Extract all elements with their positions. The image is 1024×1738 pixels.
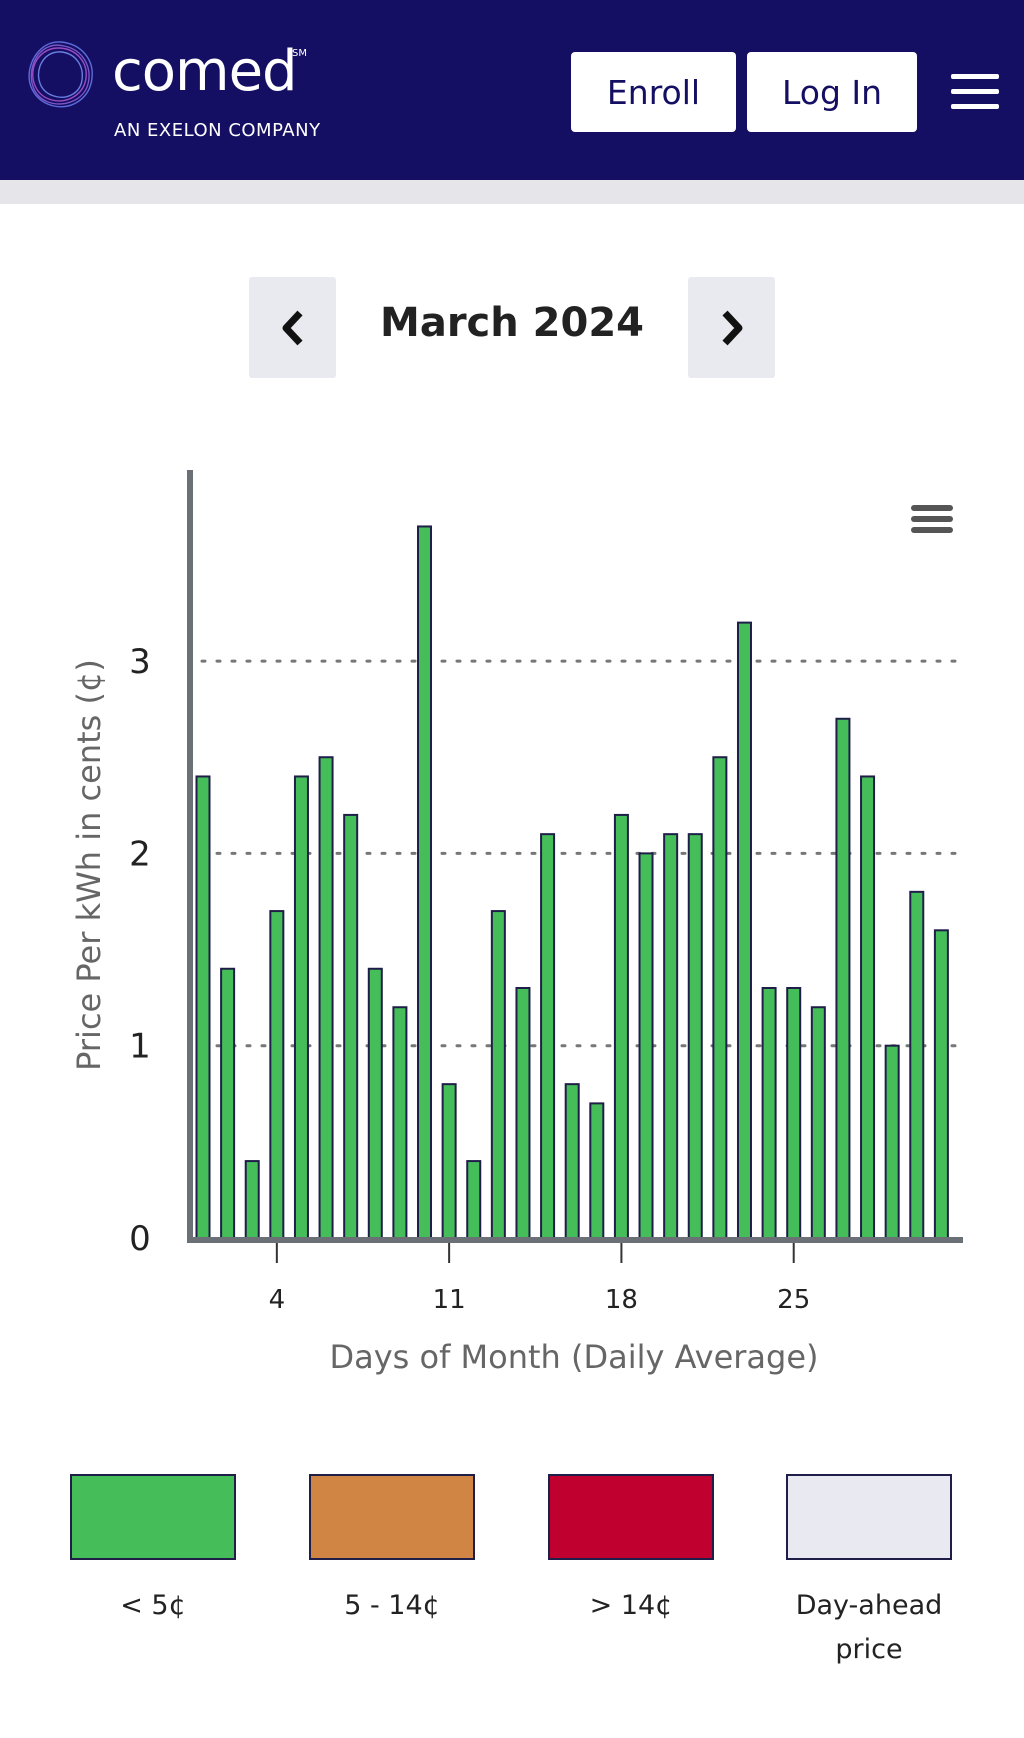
- bar-day-18: [613, 813, 629, 1239]
- y-tick-label-1: 1: [129, 1027, 151, 1067]
- hamburger-menu-icon[interactable]: [951, 74, 999, 112]
- bar-day-29: [884, 1044, 900, 1240]
- bar-day-2: [220, 967, 236, 1239]
- legend-label-low: < 5¢: [120, 1590, 186, 1621]
- axis-labels: 4 11 18 25 0 1 2 3 Days of Month (Daily Average)…: [70, 642, 819, 1376]
- bar-day-20: [663, 833, 679, 1239]
- previous-month-button[interactable]: [249, 277, 336, 378]
- y-axis-title: Price Per kWh in cents (¢): [70, 659, 108, 1071]
- bars: [195, 525, 949, 1240]
- bar-day-28: [860, 775, 876, 1239]
- bar-day-25: [786, 987, 802, 1239]
- bar-day-15: [540, 833, 556, 1239]
- legend-swatch-mid: [309, 1474, 475, 1560]
- enroll-button[interactable]: Enroll: [571, 52, 736, 132]
- bar-day-7: [343, 813, 359, 1239]
- x-tick-label-25: 25: [777, 1285, 810, 1315]
- bar-day-24: [761, 987, 777, 1239]
- login-button[interactable]: Log In: [747, 52, 917, 132]
- axes: [187, 470, 963, 1263]
- bar-day-21: [687, 833, 703, 1239]
- bar-day-10: [417, 525, 433, 1239]
- x-tick-label-11: 11: [433, 1285, 466, 1315]
- y-tick-label-3: 3: [129, 642, 151, 682]
- bar-day-9: [392, 1006, 408, 1239]
- legend-item-low: < 5¢: [70, 1474, 236, 1628]
- legend-item-day-ahead: Day-ahead price: [786, 1474, 952, 1672]
- bar-day-19: [638, 852, 654, 1239]
- logo-tagline: AN EXELON COMPANY: [114, 120, 321, 141]
- chevron-left-icon: [282, 310, 303, 345]
- chevron-right-icon: [721, 310, 742, 345]
- legend-label-mid: 5 - 14¢: [344, 1590, 440, 1621]
- bar-day-4: [269, 910, 285, 1239]
- legend-label-day-ahead: Day-ahead price: [795, 1590, 943, 1665]
- bar-day-26: [810, 1006, 826, 1239]
- y-tick-label-2: 2: [129, 834, 151, 874]
- legend-item-mid: 5 - 14¢: [309, 1474, 475, 1628]
- next-month-button[interactable]: [688, 277, 775, 378]
- chart-context-menu-icon[interactable]: [911, 505, 953, 541]
- y-tick-label-0: 0: [129, 1219, 151, 1259]
- bar-day-5: [293, 775, 309, 1239]
- site-header: comed SM AN EXELON COMPANY Enroll Log In: [0, 0, 1024, 180]
- x-tick-label-18: 18: [605, 1285, 638, 1315]
- logo-wordmark: comed: [112, 39, 298, 104]
- comed-logo-icon: [28, 41, 93, 108]
- price-bar-chart: 4 11 18 25 0 1 2 3 Days of Month (Daily Average)…: [70, 470, 963, 1376]
- bar-day-22: [712, 756, 728, 1239]
- x-tick-label-4: 4: [269, 1285, 286, 1315]
- legend-swatch-high: [548, 1474, 714, 1560]
- legend-label-high: > 14¢: [589, 1590, 673, 1621]
- legend-item-high: > 14¢: [548, 1474, 714, 1628]
- grid-lines: [200, 659, 961, 1048]
- bar-day-17: [589, 1102, 605, 1240]
- legend-swatch-low: [70, 1474, 236, 1560]
- bar-day-31: [933, 929, 949, 1239]
- bar-day-23: [736, 621, 752, 1240]
- bar-day-30: [909, 890, 925, 1239]
- bar-day-1: [195, 775, 211, 1239]
- bar-day-13: [490, 910, 506, 1239]
- logo-service-mark: SM: [292, 48, 307, 59]
- bar-day-8: [367, 967, 383, 1239]
- bar-day-12: [466, 1160, 482, 1239]
- bar-day-11: [441, 1083, 457, 1240]
- bar-day-6: [318, 756, 334, 1239]
- bar-day-27: [835, 717, 851, 1239]
- bar-day-14: [515, 987, 531, 1239]
- legend-swatch-day-ahead: [786, 1474, 952, 1560]
- bar-day-16: [564, 1083, 580, 1240]
- bar-day-3: [244, 1160, 260, 1239]
- month-title: March 2024: [380, 300, 644, 346]
- header-subbar: [0, 180, 1024, 204]
- x-axis-title: Days of Month (Daily Average): [329, 1338, 818, 1376]
